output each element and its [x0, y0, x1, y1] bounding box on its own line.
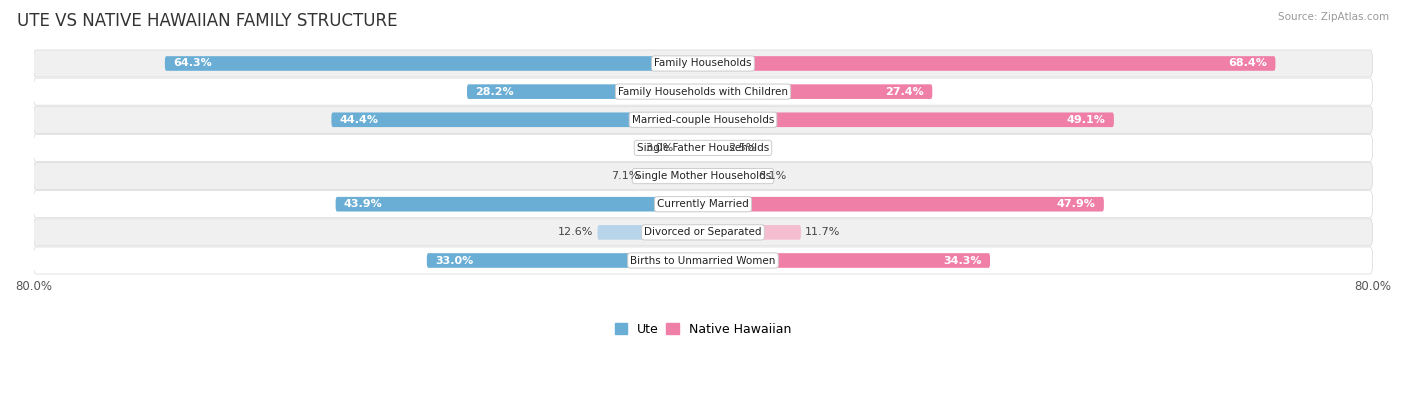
Text: 68.4%: 68.4%	[1229, 58, 1267, 68]
FancyBboxPatch shape	[678, 141, 703, 155]
Text: 11.7%: 11.7%	[806, 228, 841, 237]
FancyBboxPatch shape	[34, 219, 1372, 246]
FancyBboxPatch shape	[703, 169, 754, 183]
Text: 6.1%: 6.1%	[758, 171, 786, 181]
FancyBboxPatch shape	[703, 225, 801, 240]
Text: 27.4%: 27.4%	[886, 87, 924, 97]
Text: Married-couple Households: Married-couple Households	[631, 115, 775, 125]
Text: 33.0%: 33.0%	[436, 256, 474, 265]
FancyBboxPatch shape	[598, 225, 703, 240]
FancyBboxPatch shape	[34, 191, 1372, 218]
FancyBboxPatch shape	[336, 197, 703, 212]
Text: 47.9%: 47.9%	[1057, 199, 1095, 209]
Text: Family Households with Children: Family Households with Children	[619, 87, 787, 97]
FancyBboxPatch shape	[34, 163, 1372, 190]
Text: 2.5%: 2.5%	[728, 143, 756, 153]
Text: 34.3%: 34.3%	[943, 256, 981, 265]
Text: 49.1%: 49.1%	[1067, 115, 1105, 125]
Text: Births to Unmarried Women: Births to Unmarried Women	[630, 256, 776, 265]
Text: Single Father Households: Single Father Households	[637, 143, 769, 153]
FancyBboxPatch shape	[703, 56, 1275, 71]
Text: Currently Married: Currently Married	[657, 199, 749, 209]
FancyBboxPatch shape	[165, 56, 703, 71]
Legend: Ute, Native Hawaiian: Ute, Native Hawaiian	[614, 323, 792, 336]
Text: UTE VS NATIVE HAWAIIAN FAMILY STRUCTURE: UTE VS NATIVE HAWAIIAN FAMILY STRUCTURE	[17, 12, 398, 30]
FancyBboxPatch shape	[332, 113, 703, 127]
FancyBboxPatch shape	[34, 247, 1372, 274]
Text: Source: ZipAtlas.com: Source: ZipAtlas.com	[1278, 12, 1389, 22]
FancyBboxPatch shape	[34, 106, 1372, 133]
FancyBboxPatch shape	[467, 84, 703, 99]
FancyBboxPatch shape	[703, 141, 724, 155]
FancyBboxPatch shape	[703, 113, 1114, 127]
Text: 3.0%: 3.0%	[645, 143, 673, 153]
Text: 12.6%: 12.6%	[558, 228, 593, 237]
Text: 28.2%: 28.2%	[475, 87, 515, 97]
FancyBboxPatch shape	[34, 50, 1372, 77]
FancyBboxPatch shape	[703, 197, 1104, 212]
FancyBboxPatch shape	[427, 253, 703, 268]
Text: 44.4%: 44.4%	[340, 115, 378, 125]
FancyBboxPatch shape	[34, 134, 1372, 162]
Text: 64.3%: 64.3%	[173, 58, 212, 68]
FancyBboxPatch shape	[34, 78, 1372, 105]
Text: 43.9%: 43.9%	[344, 199, 382, 209]
Text: 7.1%: 7.1%	[612, 171, 640, 181]
FancyBboxPatch shape	[644, 169, 703, 183]
Text: Family Households: Family Households	[654, 58, 752, 68]
FancyBboxPatch shape	[703, 84, 932, 99]
FancyBboxPatch shape	[703, 253, 990, 268]
Text: Divorced or Separated: Divorced or Separated	[644, 228, 762, 237]
Text: Single Mother Households: Single Mother Households	[636, 171, 770, 181]
